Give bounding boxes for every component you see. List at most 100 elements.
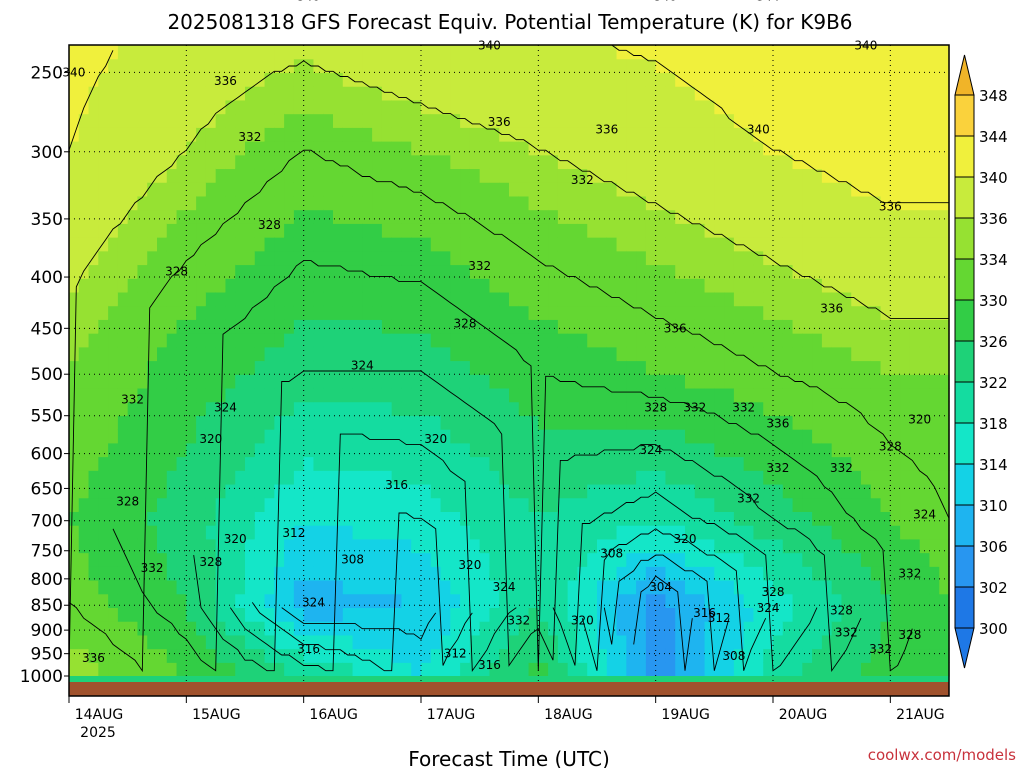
field-cell bbox=[303, 662, 315, 677]
field-cell bbox=[538, 579, 549, 595]
field-cell bbox=[313, 333, 324, 348]
field-cell bbox=[626, 525, 637, 540]
field-cell bbox=[313, 223, 324, 238]
field-cell bbox=[685, 415, 696, 430]
field-cell bbox=[215, 538, 227, 554]
field-cell bbox=[460, 607, 471, 622]
field-cell bbox=[528, 113, 539, 128]
field-cell bbox=[528, 223, 539, 238]
field-cell bbox=[362, 141, 373, 156]
field-cell bbox=[606, 360, 618, 375]
field-cell bbox=[225, 634, 236, 650]
field-cell bbox=[489, 223, 500, 238]
field-cell bbox=[147, 442, 158, 458]
field-cell bbox=[205, 387, 217, 403]
field-cell bbox=[78, 648, 90, 663]
field-cell bbox=[313, 360, 324, 375]
field-cell bbox=[411, 278, 422, 293]
field-cell bbox=[802, 607, 813, 622]
field-cell bbox=[870, 634, 882, 650]
field-cell bbox=[450, 470, 461, 485]
field-cell bbox=[313, 305, 324, 320]
field-cell bbox=[108, 319, 119, 334]
field-cell bbox=[479, 648, 491, 663]
field-cell bbox=[264, 470, 275, 485]
field-cell bbox=[88, 154, 99, 170]
field-cell bbox=[127, 72, 139, 87]
contour-line-332 bbox=[68, 149, 950, 673]
field-cell bbox=[802, 470, 813, 485]
field-cell bbox=[293, 648, 305, 663]
field-cell bbox=[597, 552, 608, 567]
field-cell bbox=[831, 250, 843, 266]
field-cell bbox=[323, 387, 334, 403]
field-cell bbox=[919, 593, 931, 609]
field-cell bbox=[127, 45, 139, 60]
field-cell bbox=[714, 374, 725, 389]
field-cell bbox=[909, 429, 921, 444]
field-cell bbox=[215, 237, 227, 252]
field-cell bbox=[577, 593, 588, 609]
field-cell bbox=[567, 442, 579, 458]
field-cell bbox=[509, 278, 520, 293]
field-cell bbox=[782, 209, 794, 224]
field-cell bbox=[489, 346, 500, 362]
field-cell bbox=[108, 497, 119, 512]
field-cell bbox=[577, 566, 588, 581]
field-cell bbox=[284, 470, 295, 485]
field-cell bbox=[685, 456, 696, 471]
field-cell bbox=[499, 264, 510, 279]
field-cell bbox=[352, 45, 363, 60]
field-cell bbox=[440, 346, 451, 362]
field-cell bbox=[225, 429, 236, 444]
field-cell bbox=[538, 209, 549, 224]
field-cell bbox=[460, 401, 471, 416]
field-cell bbox=[303, 291, 315, 307]
field-cell bbox=[753, 401, 764, 416]
field-cell bbox=[440, 387, 451, 403]
field-cell bbox=[518, 401, 530, 416]
contour-label: 304 bbox=[649, 580, 672, 594]
field-cell bbox=[460, 538, 471, 554]
field-cell bbox=[821, 387, 833, 403]
field-cell bbox=[215, 58, 227, 74]
field-cell bbox=[78, 552, 90, 567]
field-cell bbox=[528, 195, 539, 211]
field-cell bbox=[362, 182, 373, 197]
field-cell bbox=[137, 607, 148, 622]
field-cell bbox=[499, 305, 510, 320]
field-cell bbox=[245, 264, 256, 279]
field-cell bbox=[254, 113, 266, 128]
field-cell bbox=[372, 305, 383, 320]
field-cell bbox=[196, 538, 207, 554]
field-cell bbox=[714, 237, 725, 252]
field-cell bbox=[274, 223, 285, 238]
field-cell bbox=[694, 250, 706, 266]
field-cell bbox=[694, 278, 706, 293]
field-cell bbox=[88, 415, 99, 430]
field-cell bbox=[802, 99, 813, 115]
field-cell bbox=[880, 483, 891, 499]
field-cell bbox=[274, 374, 285, 389]
field-cell bbox=[205, 305, 217, 320]
field-cell bbox=[831, 470, 843, 485]
field-cell bbox=[929, 621, 940, 636]
field-cell bbox=[313, 538, 324, 554]
field-cell bbox=[567, 319, 579, 334]
y-tick-label: 700 bbox=[31, 512, 63, 532]
field-cell bbox=[225, 195, 236, 211]
field-cell bbox=[157, 538, 168, 554]
field-cell bbox=[460, 168, 471, 183]
field-cell bbox=[205, 648, 217, 663]
field-cell bbox=[890, 141, 901, 156]
field-cell bbox=[127, 113, 139, 128]
field-cell bbox=[342, 497, 354, 512]
field-cell bbox=[675, 579, 686, 595]
contour-label: 340 bbox=[654, 0, 677, 3]
field-cell bbox=[176, 415, 187, 430]
field-cell bbox=[636, 223, 647, 238]
field-cell bbox=[303, 346, 315, 362]
field-cell bbox=[900, 305, 911, 320]
field-cell bbox=[929, 456, 940, 471]
field-cell bbox=[763, 86, 774, 101]
